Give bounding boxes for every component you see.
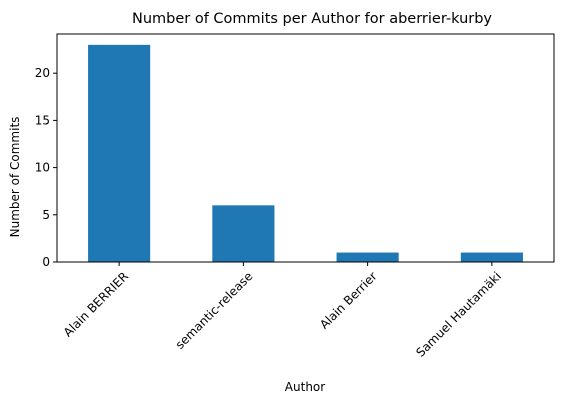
y-tick-label-0: 0 [42, 255, 50, 269]
bar-1 [212, 205, 275, 262]
bar-0 [88, 44, 151, 262]
chart-title: Number of Commits per Author for aberrie… [132, 11, 492, 27]
x-tick-label-0: Alain BERRIER [61, 269, 131, 339]
y-tick-label-3: 15 [35, 113, 50, 127]
y-tick-label-1: 5 [42, 208, 50, 222]
bar-2 [336, 252, 399, 262]
y-tick-label-2: 10 [35, 161, 50, 175]
y-axis-label: Number of Commits [8, 117, 22, 238]
x-tick-label-2: Alain Berrier [317, 269, 380, 332]
x-tick-label-3: Samuel Hautamäki [413, 269, 504, 360]
bar-3 [460, 252, 523, 262]
x-tick-label-1: semantic-release [173, 269, 256, 352]
x-axis: Alain BERRIER semantic-release Alain Berri… [61, 262, 504, 360]
y-tick-label-4: 20 [35, 66, 50, 80]
bars-group [88, 44, 523, 262]
y-axis: 0 5 10 15 20 [35, 66, 57, 269]
x-axis-label: Author [285, 380, 325, 394]
plot-frame [56, 33, 555, 263]
